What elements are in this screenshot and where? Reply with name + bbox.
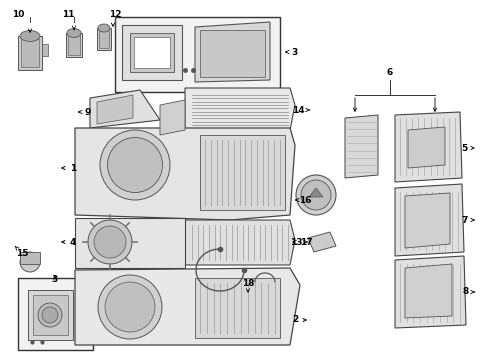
Bar xyxy=(134,37,170,68)
Polygon shape xyxy=(195,22,269,82)
Text: 15: 15 xyxy=(16,247,28,258)
Bar xyxy=(68,35,80,55)
Ellipse shape xyxy=(20,31,40,41)
Polygon shape xyxy=(407,127,444,168)
Text: 1: 1 xyxy=(61,163,76,172)
Polygon shape xyxy=(394,256,465,328)
Circle shape xyxy=(42,307,58,323)
Ellipse shape xyxy=(98,24,110,32)
Text: 5: 5 xyxy=(460,144,473,153)
Text: 3: 3 xyxy=(52,275,58,284)
Circle shape xyxy=(94,226,126,258)
Circle shape xyxy=(301,180,330,210)
Polygon shape xyxy=(97,95,133,124)
Text: 14: 14 xyxy=(291,105,309,114)
Polygon shape xyxy=(90,90,160,128)
Text: 11: 11 xyxy=(61,9,74,18)
Bar xyxy=(18,36,42,70)
Ellipse shape xyxy=(67,28,81,37)
Bar xyxy=(18,278,93,350)
Text: 10: 10 xyxy=(12,9,24,18)
Polygon shape xyxy=(308,188,323,197)
Text: 8: 8 xyxy=(462,288,474,297)
Polygon shape xyxy=(394,184,463,256)
Text: 16: 16 xyxy=(295,195,311,204)
Bar xyxy=(200,30,264,77)
Text: 4: 4 xyxy=(61,238,76,247)
Text: 7: 7 xyxy=(461,216,473,225)
Ellipse shape xyxy=(100,130,170,200)
Polygon shape xyxy=(195,278,280,338)
Circle shape xyxy=(38,303,62,327)
Circle shape xyxy=(105,282,155,332)
Polygon shape xyxy=(75,218,184,268)
Polygon shape xyxy=(184,88,294,130)
Bar xyxy=(122,25,182,80)
Polygon shape xyxy=(404,264,451,318)
Polygon shape xyxy=(200,135,285,210)
Circle shape xyxy=(88,220,132,264)
Bar xyxy=(28,290,73,340)
Bar xyxy=(66,33,82,57)
Polygon shape xyxy=(184,220,294,265)
Text: 12: 12 xyxy=(108,9,121,18)
Bar xyxy=(97,28,111,50)
Ellipse shape xyxy=(107,138,162,193)
Text: 17: 17 xyxy=(292,238,312,247)
Bar xyxy=(33,295,68,335)
Bar xyxy=(130,33,174,72)
Bar xyxy=(21,39,39,67)
Circle shape xyxy=(98,275,162,339)
Bar xyxy=(115,17,280,92)
Text: 13: 13 xyxy=(289,238,307,247)
Text: 6: 6 xyxy=(386,68,392,77)
Text: 9: 9 xyxy=(79,108,91,117)
Polygon shape xyxy=(160,100,184,135)
Bar xyxy=(42,44,48,56)
Polygon shape xyxy=(394,112,461,182)
Text: 3: 3 xyxy=(285,48,298,57)
Bar xyxy=(99,30,109,48)
Polygon shape xyxy=(75,268,299,345)
Text: 2: 2 xyxy=(291,315,305,324)
Bar xyxy=(20,252,40,264)
Polygon shape xyxy=(75,128,294,220)
Text: 18: 18 xyxy=(241,279,254,292)
Circle shape xyxy=(295,175,335,215)
Polygon shape xyxy=(404,193,449,248)
Polygon shape xyxy=(307,232,335,252)
Polygon shape xyxy=(345,115,377,178)
Circle shape xyxy=(20,252,40,272)
